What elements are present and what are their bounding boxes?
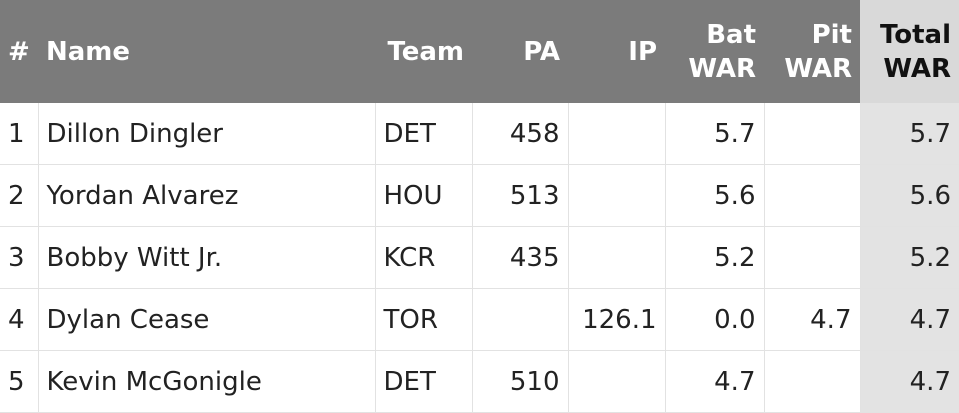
table-cell: 1 <box>0 103 38 165</box>
table-cell: 4.7 <box>859 288 959 351</box>
table-row: 2 Yordan Alvarez HOU 513 5.6 5.6 <box>0 164 959 227</box>
table-cell: 5.7 <box>664 103 764 165</box>
table-cell <box>763 226 860 289</box>
table-cell <box>567 103 665 165</box>
table-cell: 5 <box>0 350 38 413</box>
table-cell: 5.2 <box>859 226 959 289</box>
table-cell: 458 <box>471 103 568 165</box>
table-cell: DET <box>374 350 472 413</box>
table-cell: 435 <box>471 226 568 289</box>
table-row: 4 Dylan Cease TOR 126.1 0.0 4.7 4.7 <box>0 288 959 351</box>
table-cell: 5.6 <box>664 164 764 227</box>
table-cell: 3 <box>0 226 38 289</box>
table-cell <box>763 103 860 165</box>
table-cell: TOR <box>374 288 472 351</box>
table-cell: Dylan Cease <box>37 288 375 351</box>
table-row: 1 Dillon Dingler DET 458 5.7 5.7 <box>0 103 959 165</box>
header-row: # Name Team PA IP Bat WAR Pit WAR Total WAR <box>0 0 959 103</box>
table-row: 5 Kevin McGonigle DET 510 4.7 4.7 <box>0 350 959 413</box>
table-cell <box>763 350 860 413</box>
column-header: Total WAR <box>860 0 959 103</box>
table-cell: 126.1 <box>567 288 665 351</box>
table-cell: 4 <box>0 288 38 351</box>
table-cell <box>567 226 665 289</box>
table-cell: KCR <box>374 226 472 289</box>
table-cell <box>567 164 665 227</box>
table-cell: 4.7 <box>763 288 860 351</box>
table-cell: 2 <box>0 164 38 227</box>
column-header: IP <box>568 0 665 103</box>
column-header: PA <box>472 0 568 103</box>
column-header: Pit WAR <box>764 0 860 103</box>
table-cell: HOU <box>374 164 472 227</box>
table-row: 3 Bobby Witt Jr. KCR 435 5.2 5.2 <box>0 226 959 289</box>
table-cell: 510 <box>471 350 568 413</box>
table-cell: 0.0 <box>664 288 764 351</box>
table-cell: DET <box>374 103 472 165</box>
column-header: Name <box>38 0 375 103</box>
table-cell: Dillon Dingler <box>37 103 375 165</box>
table-body: 1 Dillon Dingler DET 458 5.7 5.7 2 Yordan Alvar… <box>0 103 959 413</box>
table-cell <box>763 164 860 227</box>
table-cell: 4.7 <box>664 350 764 413</box>
table-cell: 4.7 <box>859 350 959 413</box>
table-cell <box>471 288 568 351</box>
table-cell: Kevin McGonigle <box>37 350 375 413</box>
table-cell: Yordan Alvarez <box>37 164 375 227</box>
table-cell: Bobby Witt Jr. <box>37 226 375 289</box>
column-header: Bat WAR <box>665 0 764 103</box>
column-header: Team <box>375 0 472 103</box>
table-cell <box>567 350 665 413</box>
column-header: # <box>0 0 38 103</box>
table-cell: 5.6 <box>859 164 959 227</box>
table-cell: 513 <box>471 164 568 227</box>
table-cell: 5.2 <box>664 226 764 289</box>
table-cell: 5.7 <box>859 103 959 165</box>
